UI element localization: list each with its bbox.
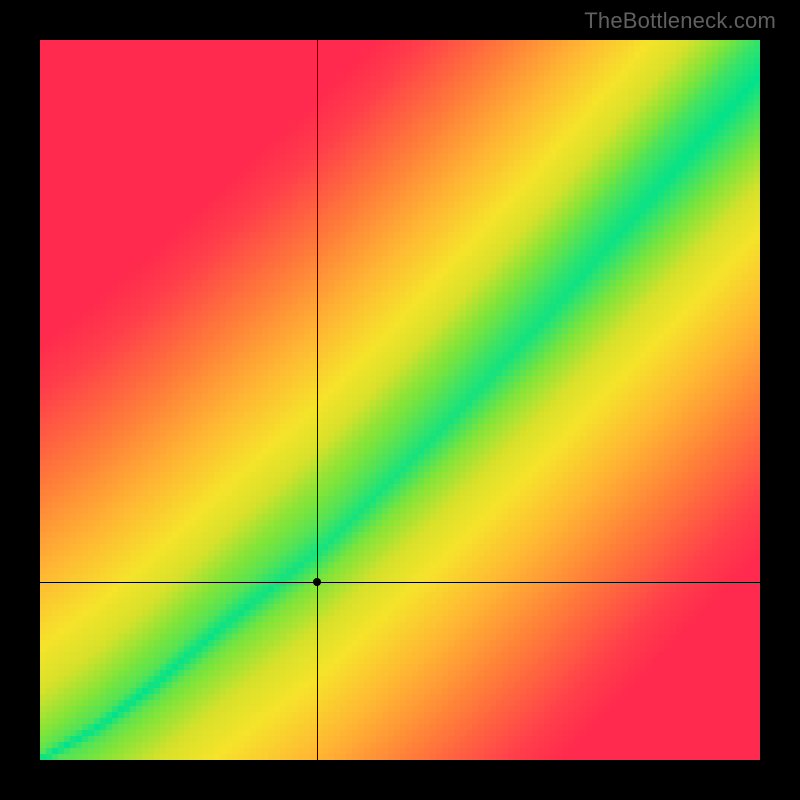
crosshair-vertical xyxy=(317,40,318,760)
crosshair-horizontal xyxy=(40,582,760,583)
watermark-text: TheBottleneck.com xyxy=(584,8,776,34)
heatmap-canvas xyxy=(40,40,760,760)
plot-area xyxy=(40,40,760,760)
crosshair-marker xyxy=(313,578,321,586)
